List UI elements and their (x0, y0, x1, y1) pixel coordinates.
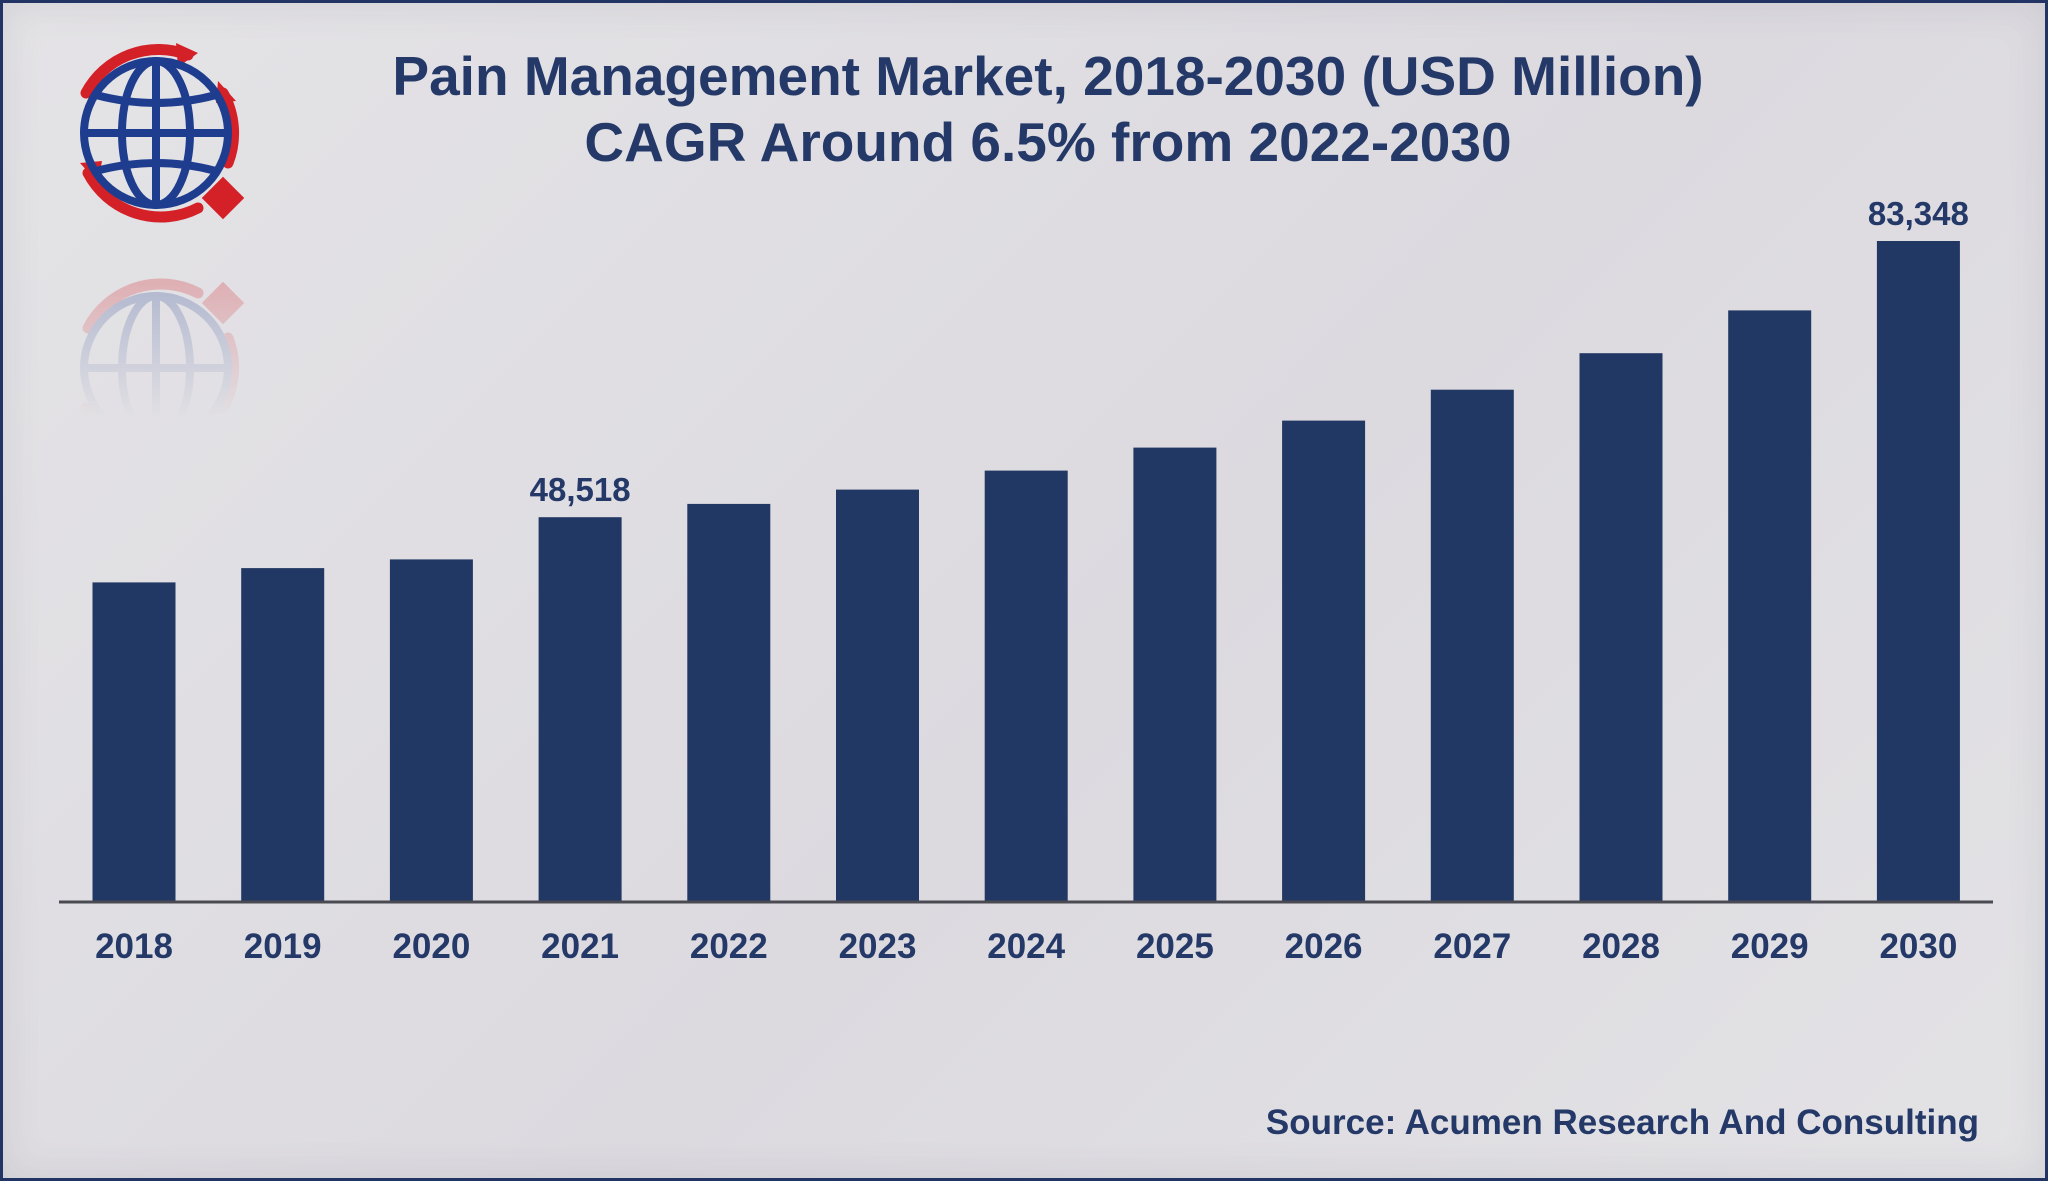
bar-2029 (1728, 310, 1812, 902)
x-tick-label-2029: 2029 (1731, 927, 1809, 966)
globe-logo-icon (58, 33, 258, 233)
x-tick-label-2025: 2025 (1136, 927, 1214, 966)
bar-2025 (1133, 447, 1217, 902)
x-tick-labels: 2018 2019 2020 2021 2022 2023 2024 2025 2026 2027… (95, 927, 1957, 966)
source-note: Source: Acumen Research And Consulting (1265, 1103, 1979, 1142)
bar-2023 (836, 489, 919, 902)
x-tick-label-2021: 2021 (541, 927, 619, 966)
x-tick-label-2030: 2030 (1879, 927, 1957, 966)
x-tick-label-2020: 2020 (392, 927, 470, 966)
bar-2027 (1430, 389, 1514, 902)
bar-2019 (241, 568, 325, 902)
bar-2026 (1282, 420, 1366, 902)
x-tick-label-2019: 2019 (244, 927, 322, 966)
bar-2030 (1876, 241, 1960, 902)
x-tick-label-2024: 2024 (987, 927, 1065, 966)
bar-2022 (687, 503, 771, 902)
x-tick-label-2018: 2018 (95, 927, 173, 966)
data-label-2030: 83,348 (1868, 195, 1969, 232)
x-tick-label-2026: 2026 (1285, 927, 1363, 966)
x-tick-label-2027: 2027 (1433, 927, 1511, 966)
bar-2021 (538, 517, 622, 902)
chart-subtitle: CAGR Around 6.5% from 2022-2030 (584, 111, 1512, 173)
chart-title-block: Pain Management Market, 2018-2030 (USD M… (263, 43, 1833, 175)
bar-2024 (984, 470, 1068, 902)
x-tick-label-2022: 2022 (690, 927, 768, 966)
bars-group (92, 241, 1960, 902)
x-tick-label-2023: 2023 (839, 927, 917, 966)
chart-title: Pain Management Market, 2018-2030 (USD M… (392, 45, 1704, 107)
bar-2020 (389, 559, 473, 902)
data-labels: 48,518 83,348 (530, 195, 1969, 508)
globe-logo-reflection (58, 268, 258, 418)
data-label-2021: 48,518 (530, 471, 631, 508)
bar-chart: 2018 2019 2020 2021 2022 2023 2024 2025 2026 2027… (59, 195, 1993, 966)
bar-2028 (1579, 353, 1663, 902)
x-tick-label-2028: 2028 (1582, 927, 1660, 966)
bar-2018 (92, 582, 176, 902)
